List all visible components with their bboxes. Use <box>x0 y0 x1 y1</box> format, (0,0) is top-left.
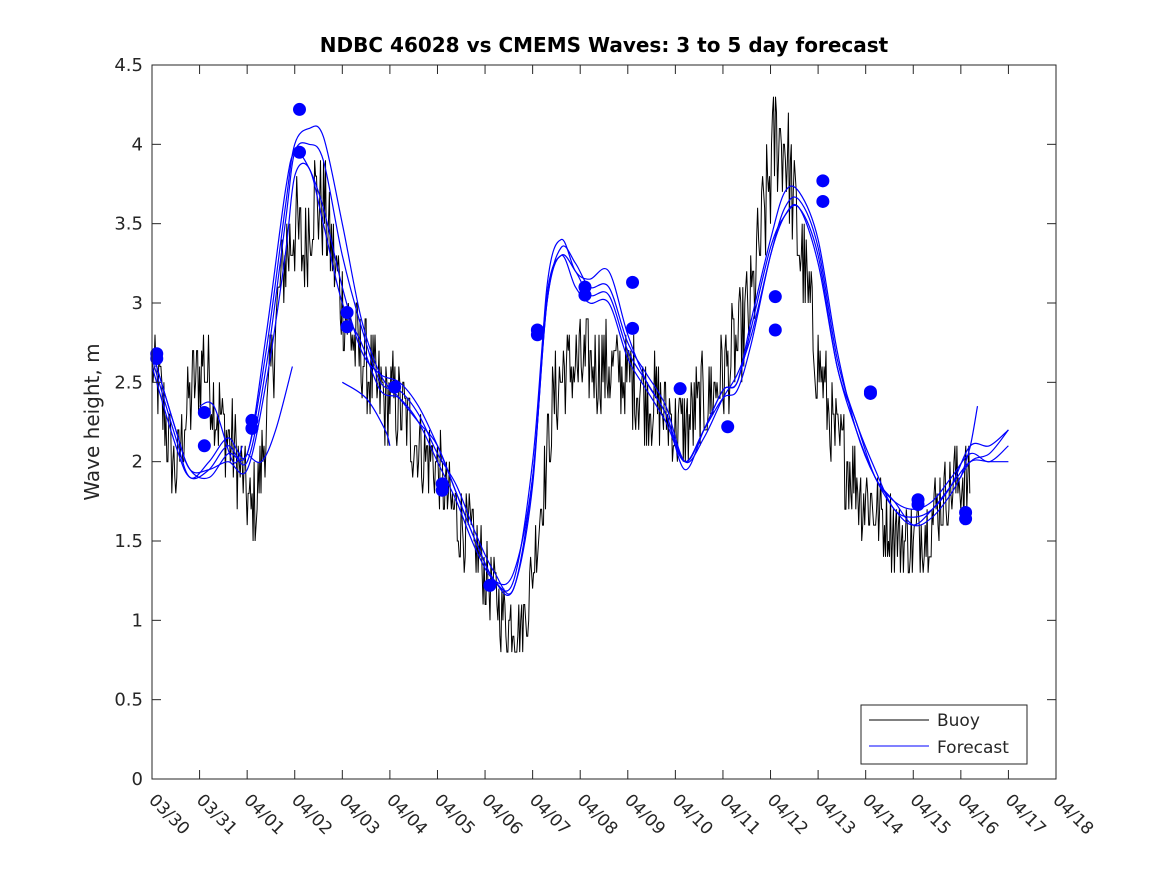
forecast-marker <box>578 288 592 302</box>
y-tick-label: 4 <box>132 134 143 155</box>
y-tick-label: 2 <box>132 452 143 473</box>
legend-buoy-label: Buoy <box>937 711 980 731</box>
forecast-marker <box>340 306 354 320</box>
forecast-marker <box>626 321 640 335</box>
forecast-marker <box>197 439 211 453</box>
y-tick-label: 4.5 <box>114 55 143 76</box>
forecast-marker <box>911 498 925 512</box>
y-tick-label: 3.5 <box>114 214 143 235</box>
forecast-marker <box>530 328 544 342</box>
forecast-marker <box>768 323 782 337</box>
y-tick-label: 1 <box>132 610 143 631</box>
forecast-marker <box>292 145 306 159</box>
forecast-line <box>246 366 293 464</box>
buoy-line <box>151 96 971 653</box>
forecast-marker <box>626 275 640 289</box>
forecast-marker <box>673 382 687 396</box>
forecast-marker <box>863 386 877 400</box>
forecast-line <box>341 381 391 446</box>
y-tick-label: 2.5 <box>114 372 143 393</box>
forecast-series <box>151 125 1009 596</box>
y-tick-label: 3 <box>132 293 143 314</box>
legend-forecast-label: Forecast <box>937 738 1009 758</box>
forecast-line <box>151 142 1009 595</box>
y-tick-label: 0 <box>132 769 143 790</box>
forecast-marker <box>483 578 497 592</box>
forecast-marker <box>150 347 164 361</box>
forecast-marker <box>768 290 782 304</box>
legend-box <box>860 704 1028 765</box>
forecast-markers <box>150 102 973 592</box>
y-axis-ticks: 0 0.5 1 1.5 2 2.5 3 3.5 4 4.5 <box>114 55 1056 790</box>
forecast-marker <box>721 420 735 434</box>
forecast-marker <box>292 102 306 116</box>
buoy-series <box>151 96 971 653</box>
forecast-marker <box>388 380 402 394</box>
chart-title: NDBC 46028 vs CMEMS Waves: 3 to 5 day fo… <box>320 33 889 57</box>
forecast-marker <box>245 421 259 435</box>
forecast-marker <box>197 405 211 419</box>
y-tick-label: 1.5 <box>114 531 143 552</box>
y-tick-label: 0.5 <box>114 690 143 711</box>
forecast-line <box>199 401 243 464</box>
forecast-line <box>960 405 979 478</box>
forecast-marker <box>959 512 973 526</box>
forecast-line <box>151 162 1009 586</box>
forecast-marker <box>816 174 830 188</box>
axes-box <box>151 64 1057 780</box>
y-axis-label: Wave height, m <box>80 343 104 500</box>
forecast-marker <box>816 194 830 208</box>
forecast-marker <box>340 320 354 334</box>
forecast-marker <box>435 483 449 497</box>
plot-area <box>150 96 1009 653</box>
forecast-line <box>151 150 1009 592</box>
legend: Buoy Forecast <box>860 704 1028 765</box>
